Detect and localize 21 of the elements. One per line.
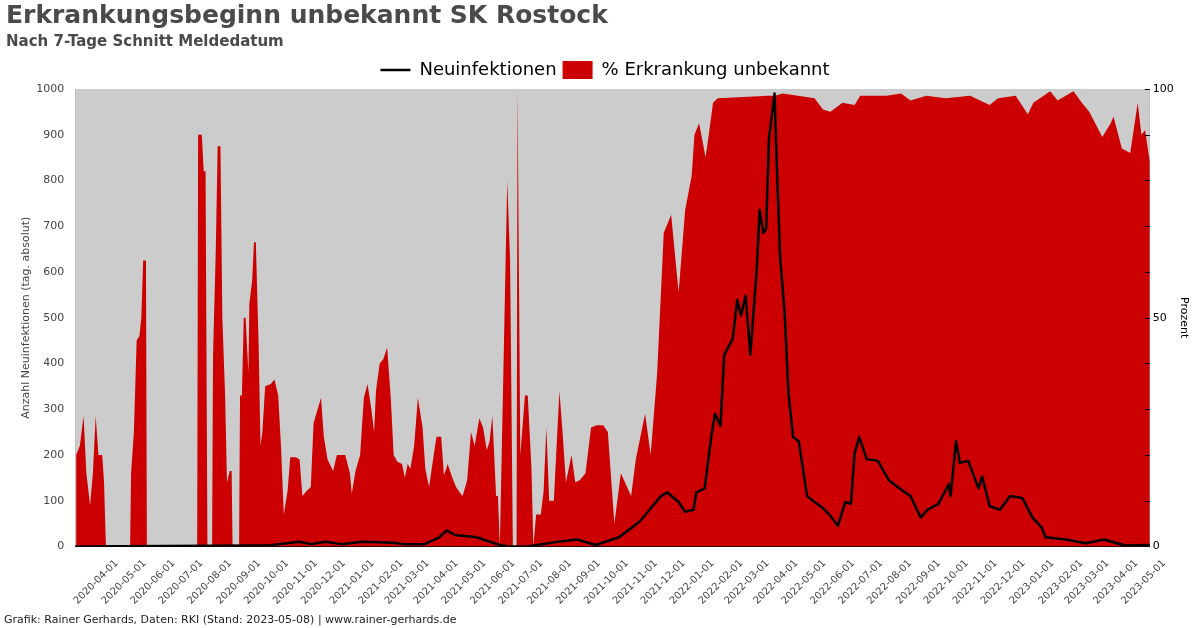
y2-tick-label: 100 <box>1152 81 1174 95</box>
legend-label: % Erkrankung unbekannt <box>601 57 830 79</box>
chart-title: Erkrankungsbeginn unbekannt SK Rostock <box>6 0 608 29</box>
legend-label: Neuinfektionen <box>419 57 557 79</box>
chart-subtitle: Nach 7-Tage Schnitt Meldedatum <box>6 32 284 50</box>
y-tick-label: 400 <box>43 356 65 370</box>
y-tick-label: 300 <box>43 402 65 416</box>
y2-tick-label: 0 <box>1152 539 1160 553</box>
y-tick-label: 800 <box>43 173 65 187</box>
y-tick-label: 100 <box>43 493 65 507</box>
y-tick-label: 700 <box>43 219 65 233</box>
y-tick-label: 200 <box>43 447 65 461</box>
y-axis-title: Anzahl Neuinfektionen (tag. absolut) <box>19 216 33 419</box>
y-tick-label: 500 <box>43 310 65 324</box>
y-tick-label: 900 <box>43 127 65 141</box>
y-tick-label: 1000 <box>36 81 65 95</box>
y-tick-label: 0 <box>57 539 65 553</box>
y2-tick-label: 50 <box>1152 310 1167 324</box>
y-tick-label: 600 <box>43 264 65 278</box>
text: Grafik: Rainer Gerhards, Daten: RKI (Stand: 2023-05-08) | www.rainer-gerhards.de <box>4 613 457 626</box>
y2-axis-title: Prozent <box>1177 297 1191 340</box>
